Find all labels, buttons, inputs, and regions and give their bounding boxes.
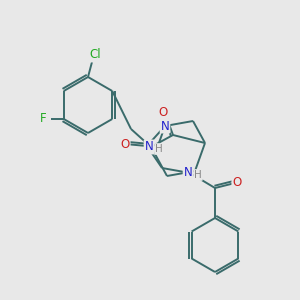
Text: H: H — [155, 144, 163, 154]
Text: H: H — [194, 170, 202, 180]
Text: O: O — [120, 137, 130, 151]
Text: F: F — [39, 112, 46, 125]
Text: O: O — [232, 176, 242, 190]
Text: N: N — [160, 119, 169, 133]
Text: N: N — [184, 167, 192, 179]
Text: N: N — [145, 140, 153, 154]
Text: O: O — [158, 106, 168, 119]
Text: Cl: Cl — [89, 49, 101, 62]
